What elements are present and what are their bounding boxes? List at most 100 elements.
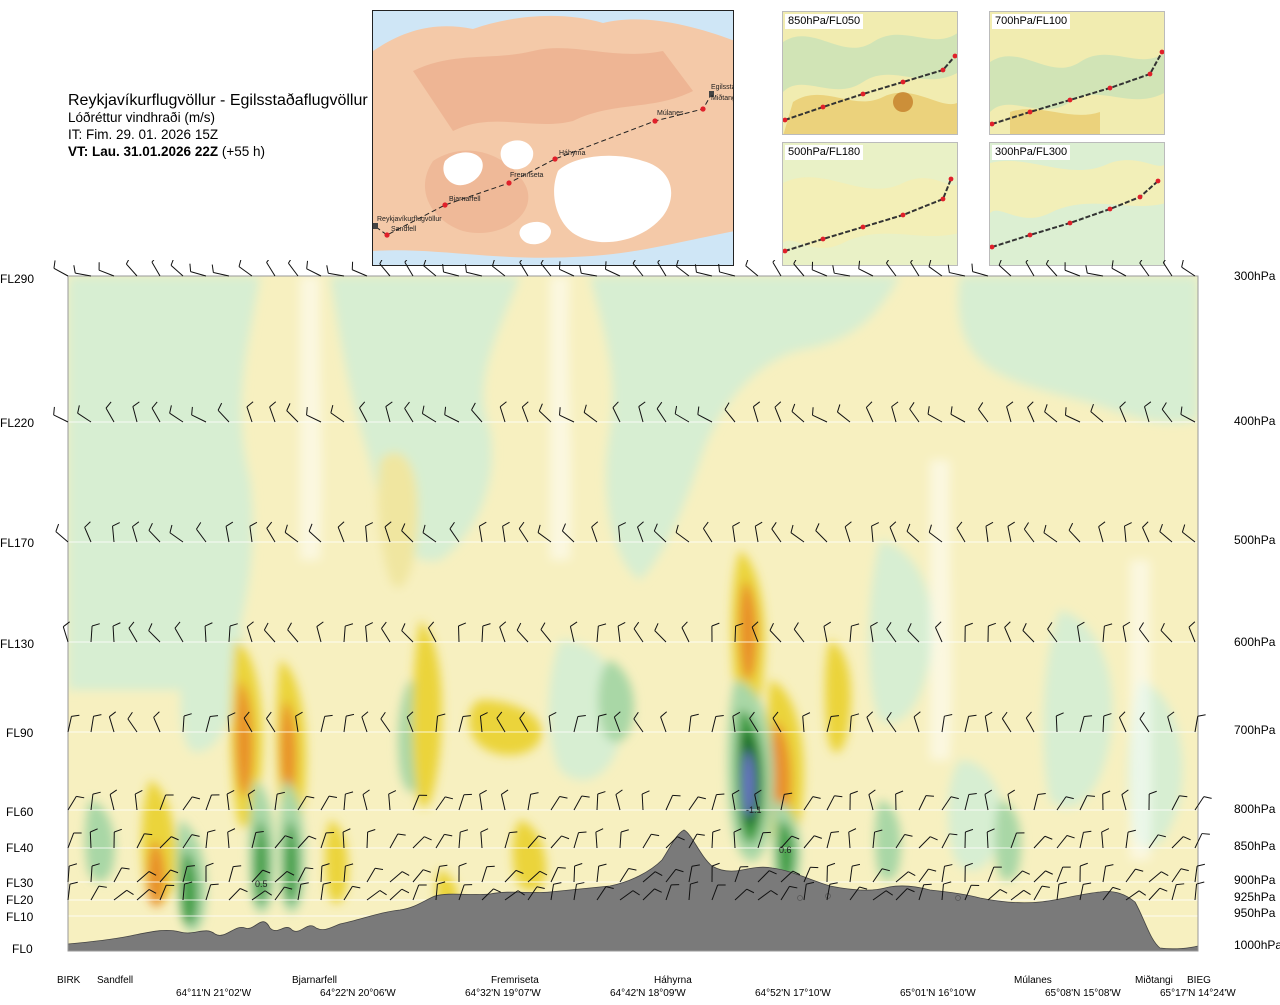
wind-barb-feather xyxy=(269,401,277,408)
wind-barb-feather xyxy=(851,623,860,627)
wind-barb-feather xyxy=(581,795,590,798)
wind-barb-feather xyxy=(1180,406,1183,415)
wind-barb xyxy=(159,885,167,901)
wind-barb-feather xyxy=(696,833,705,836)
wind-barb xyxy=(479,794,483,811)
wind-barb xyxy=(297,867,306,883)
wind-barb xyxy=(774,406,782,423)
wind-barb-feather xyxy=(1196,881,1205,885)
wind-barb xyxy=(633,628,644,643)
wind-barb-feather xyxy=(537,524,541,533)
wind-barb-feather xyxy=(365,622,374,627)
route-overview-map[interactable]: Reykjavíkurflugvöllur Sandfell Bjarnarfe… xyxy=(372,10,734,266)
wind-barb xyxy=(1033,885,1043,901)
wind-barb xyxy=(871,526,874,543)
wind-barb xyxy=(365,626,368,643)
wind-barb-feather xyxy=(745,260,749,266)
wind-barb xyxy=(320,795,330,811)
wind-barb-feather xyxy=(834,795,843,798)
wind-barb-feather xyxy=(886,622,892,630)
wind-barb-feather xyxy=(1181,260,1184,268)
wind-barb xyxy=(191,414,207,423)
wind-barb xyxy=(1171,868,1182,883)
wind-barb-feather xyxy=(791,835,800,840)
wind-barb-feather xyxy=(1203,796,1212,799)
wind-barb xyxy=(918,884,925,901)
hpa-label-800: 800hPa xyxy=(1234,802,1276,816)
hpa-label-900: 900hPa xyxy=(1234,873,1276,887)
wind-barb-feather xyxy=(832,265,835,274)
wind-barb xyxy=(478,526,483,543)
wind-barb xyxy=(941,866,946,883)
wind-barb xyxy=(1056,866,1064,883)
wind-barb xyxy=(1101,832,1104,849)
wind-barb xyxy=(826,795,835,811)
wind-barb xyxy=(169,412,184,423)
wind-barb-feather xyxy=(1127,829,1136,833)
thumb-500hpa[interactable]: 500hPa/FL180 xyxy=(782,142,958,266)
thumb-300hpa[interactable]: 300hPa/FL300 xyxy=(989,142,1165,266)
wind-barb-feather xyxy=(889,521,897,528)
wind-barb-feather xyxy=(458,622,467,627)
wind-barb xyxy=(67,866,70,883)
wind-barb-feather xyxy=(501,789,509,795)
wind-barb xyxy=(148,630,161,643)
wind-barb-feather xyxy=(772,711,779,719)
wind-barb-feather xyxy=(1044,835,1053,840)
wind-barb xyxy=(550,867,559,883)
wind-barb xyxy=(918,795,927,811)
wind-barb xyxy=(308,530,322,543)
wind-barb-feather xyxy=(1065,407,1067,416)
wind-barb xyxy=(757,832,764,849)
wind-barb-feather xyxy=(1138,890,1146,896)
wind-barb-feather xyxy=(286,870,295,876)
wind-barb xyxy=(1194,833,1203,849)
wind-barb-feather xyxy=(1047,622,1053,630)
thumb-300-label: 300hPa/FL300 xyxy=(992,145,1071,160)
wind-barb xyxy=(227,832,230,849)
wind-barb-feather xyxy=(949,833,958,836)
wind-barb xyxy=(780,870,794,883)
wind-barb-feather xyxy=(548,711,557,717)
cross-section-panel[interactable]: -1.1 0.6 0.5 xyxy=(0,260,1280,960)
wind-barb-feather xyxy=(84,521,91,528)
wind-barb-feather xyxy=(1181,524,1186,533)
wind-barb xyxy=(492,265,506,277)
route-map-svg: Reykjavíkurflugvöllur Sandfell Bjarnarfe… xyxy=(373,11,733,265)
wind-barb-feather xyxy=(530,792,539,795)
wind-barb-feather xyxy=(691,864,700,867)
wind-barb-feather xyxy=(205,862,214,867)
issue-time: IT: Fim. 29. 01. 2026 15Z xyxy=(68,127,219,142)
wind-barb xyxy=(1188,626,1196,643)
wind-barb xyxy=(1079,884,1084,901)
wind-barb-feather xyxy=(965,622,973,627)
wind-barb xyxy=(1102,626,1105,643)
wind-barb-feather xyxy=(675,524,679,533)
wind-barb-feather xyxy=(540,260,544,264)
wind-barb-feather xyxy=(540,622,546,630)
wind-barb xyxy=(985,526,989,543)
wind-barb-feather xyxy=(1135,868,1144,872)
wind-barb-feather xyxy=(1159,887,1168,892)
thumb-700-label: 700hPa/FL100 xyxy=(992,14,1071,29)
wind-barb xyxy=(246,626,253,643)
wind-barb xyxy=(481,866,488,883)
wind-barb-feather xyxy=(397,833,406,836)
wind-barb xyxy=(986,831,989,849)
wind-barb xyxy=(653,530,667,543)
wind-barb xyxy=(1087,272,1104,277)
wind-barb xyxy=(205,884,212,901)
wind-barb-feather xyxy=(1102,790,1111,795)
wind-barb-feather xyxy=(183,713,192,717)
thumb-850hpa[interactable]: 850hPa/FL050 xyxy=(782,11,958,135)
wind-barb xyxy=(596,866,600,883)
wind-barb xyxy=(771,528,782,543)
wind-barb xyxy=(55,531,69,543)
wind-barb-feather xyxy=(204,622,213,627)
wind-barb-feather xyxy=(1023,889,1031,895)
wind-barb xyxy=(481,625,484,643)
wind-barb-feather xyxy=(711,622,720,627)
wind-barb xyxy=(823,626,828,643)
thumb-700hpa[interactable]: 700hPa/FL100 xyxy=(989,11,1165,135)
wind-barb xyxy=(642,888,655,901)
